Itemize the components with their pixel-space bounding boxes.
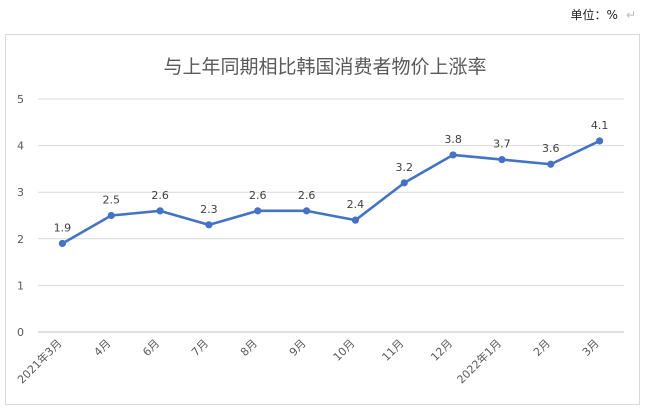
x-tick-label: 2022年1月 bbox=[454, 336, 504, 386]
y-tick-label: 0 bbox=[17, 326, 24, 339]
data-point bbox=[498, 155, 506, 164]
unit-note: 单位：% ↵ bbox=[571, 6, 636, 23]
x-tick-label: 9月 bbox=[287, 337, 309, 359]
data-point bbox=[547, 160, 555, 168]
data-label: 2.6 bbox=[249, 189, 267, 202]
x-tick-label: 7月 bbox=[189, 337, 211, 359]
x-tick-label: 2021年3月 bbox=[14, 336, 64, 386]
data-point bbox=[302, 207, 311, 215]
x-tick-label: 3月 bbox=[580, 337, 602, 359]
data-point bbox=[449, 151, 457, 159]
x-tick-label: 4月 bbox=[91, 337, 113, 359]
chart-frame bbox=[5, 34, 640, 405]
y-tick-label: 5 bbox=[17, 93, 24, 106]
chart-title: 与上年同期相比韩国消费者物价上涨率 bbox=[163, 56, 487, 78]
data-label: 3.6 bbox=[542, 142, 560, 155]
data-point bbox=[595, 137, 604, 145]
return-mark-icon: ↵ bbox=[625, 8, 636, 22]
y-tick-label: 1 bbox=[17, 279, 24, 292]
data-label: 2.6 bbox=[298, 189, 316, 202]
data-point bbox=[58, 239, 67, 248]
data-point bbox=[254, 207, 262, 215]
data-point bbox=[400, 179, 408, 187]
data-label: 3.8 bbox=[444, 133, 462, 146]
data-label: 3.7 bbox=[493, 138, 511, 151]
series-line bbox=[61, 139, 601, 245]
x-tick-label: 10月 bbox=[331, 337, 358, 364]
data-label: 2.3 bbox=[200, 203, 218, 216]
data-point bbox=[205, 221, 213, 229]
data-point bbox=[107, 211, 115, 220]
y-tick-label: 2 bbox=[17, 233, 24, 246]
x-tick-label: 11月 bbox=[380, 337, 407, 364]
unit-label: 单位：% bbox=[570, 8, 618, 22]
data-point bbox=[351, 216, 360, 224]
data-label: 4.1 bbox=[591, 119, 609, 132]
y-tick-label: 3 bbox=[17, 186, 24, 199]
data-label: 1.9 bbox=[54, 221, 72, 234]
x-tick-label: 6月 bbox=[140, 337, 162, 359]
y-tick-label: 4 bbox=[17, 140, 24, 153]
data-label: 2.4 bbox=[347, 198, 365, 211]
data-label: 2.5 bbox=[103, 194, 121, 207]
data-label: 3.2 bbox=[396, 161, 414, 174]
x-tick-label: 12月 bbox=[428, 337, 455, 364]
data-point bbox=[156, 207, 164, 215]
x-tick-label: 2月 bbox=[531, 337, 553, 359]
data-label: 2.6 bbox=[151, 189, 169, 202]
x-tick-label: 8月 bbox=[238, 337, 260, 359]
